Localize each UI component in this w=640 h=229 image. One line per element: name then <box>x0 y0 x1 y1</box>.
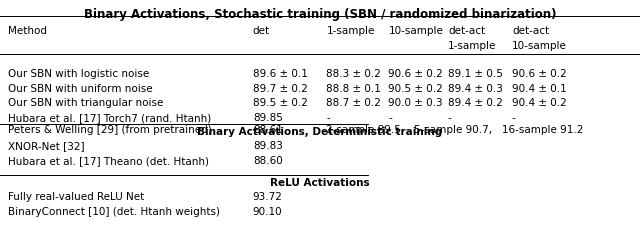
Text: 89.85: 89.85 <box>253 112 283 122</box>
Text: 90.6 ± 0.2: 90.6 ± 0.2 <box>388 69 444 79</box>
Text: Method: Method <box>8 26 47 36</box>
Text: XNOR-Net [32]: XNOR-Net [32] <box>8 141 84 151</box>
Text: det: det <box>253 26 270 36</box>
Text: 90.4 ± 0.2: 90.4 ± 0.2 <box>512 98 567 108</box>
Text: 93.72: 93.72 <box>253 191 283 201</box>
Text: 88.61: 88.61 <box>253 124 283 134</box>
Text: 88.8 ± 0.1: 88.8 ± 0.1 <box>326 84 381 93</box>
Text: 90.0 ± 0.3: 90.0 ± 0.3 <box>388 98 443 108</box>
Text: -: - <box>512 112 516 122</box>
Text: 88.7 ± 0.2: 88.7 ± 0.2 <box>326 98 381 108</box>
Text: 89.1 ± 0.5: 89.1 ± 0.5 <box>448 69 503 79</box>
Text: 89.7 ± 0.2: 89.7 ± 0.2 <box>253 84 308 93</box>
Text: 1-sample: 1-sample <box>326 26 375 36</box>
Text: BinaryConnect [10] (det. Htanh weights): BinaryConnect [10] (det. Htanh weights) <box>8 207 220 216</box>
Text: -: - <box>326 112 330 122</box>
Text: det-act: det-act <box>512 26 549 36</box>
Text: ReLU Activations: ReLU Activations <box>270 177 370 187</box>
Text: Binary Activations, Deterministic training: Binary Activations, Deterministic traini… <box>197 127 443 136</box>
Text: 89.5 ± 0.2: 89.5 ± 0.2 <box>253 98 308 108</box>
Text: -: - <box>448 112 452 122</box>
Text: Peters & Welling [29] (from pretrained): Peters & Welling [29] (from pretrained) <box>8 124 211 134</box>
Text: 90.6 ± 0.2: 90.6 ± 0.2 <box>512 69 567 79</box>
Text: 89.4 ± 0.2: 89.4 ± 0.2 <box>448 98 503 108</box>
Text: 90.4 ± 0.1: 90.4 ± 0.1 <box>512 84 567 93</box>
Text: Our SBN with triangular noise: Our SBN with triangular noise <box>8 98 163 108</box>
Text: 89.4 ± 0.3: 89.4 ± 0.3 <box>448 84 503 93</box>
Text: Hubara et al. [17] Torch7 (rand. Htanh): Hubara et al. [17] Torch7 (rand. Htanh) <box>8 112 211 122</box>
Text: 2-sample 89.5,   5-sample 90.7,   16-sample 91.2: 2-sample 89.5, 5-sample 90.7, 16-sample … <box>326 124 584 134</box>
Text: 88.3 ± 0.2: 88.3 ± 0.2 <box>326 69 381 79</box>
Text: 88.60: 88.60 <box>253 156 282 166</box>
Text: Hubara et al. [17] Theano (det. Htanh): Hubara et al. [17] Theano (det. Htanh) <box>8 156 209 166</box>
Text: 1-sample: 1-sample <box>448 41 497 51</box>
Text: Fully real-valued ReLU Net: Fully real-valued ReLU Net <box>8 191 144 201</box>
Text: 90.10: 90.10 <box>253 207 282 216</box>
Text: 89.6 ± 0.1: 89.6 ± 0.1 <box>253 69 308 79</box>
Text: -: - <box>388 112 392 122</box>
Text: 90.5 ± 0.2: 90.5 ± 0.2 <box>388 84 444 93</box>
Text: 89.83: 89.83 <box>253 141 283 151</box>
Text: Binary Activations, Stochastic training (SBN / randomized binarization): Binary Activations, Stochastic training … <box>84 8 556 21</box>
Text: 10-sample: 10-sample <box>512 41 567 51</box>
Text: Our SBN with logistic noise: Our SBN with logistic noise <box>8 69 149 79</box>
Text: det-act: det-act <box>448 26 485 36</box>
Text: 10-sample: 10-sample <box>388 26 444 36</box>
Text: Our SBN with uniform noise: Our SBN with uniform noise <box>8 84 152 93</box>
